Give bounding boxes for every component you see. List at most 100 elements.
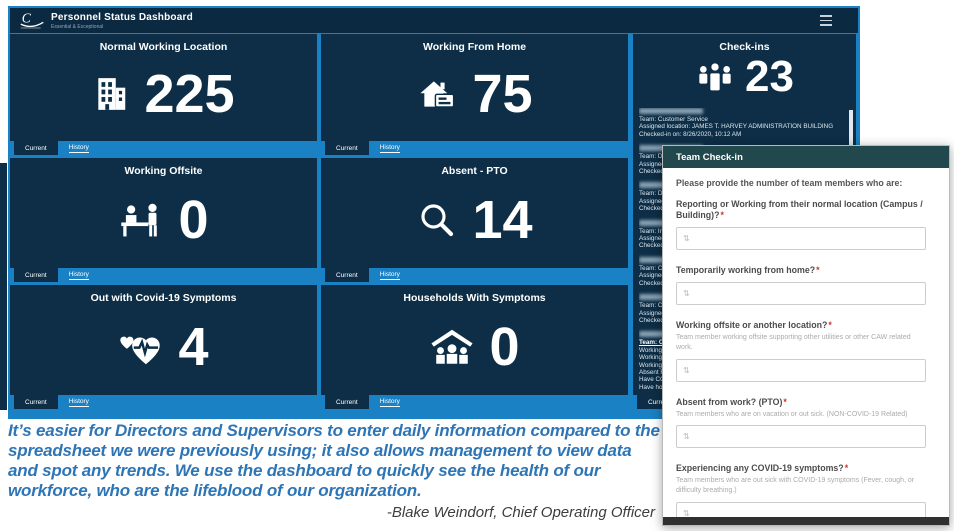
checkin-entry-lines: Team: Cu Assigned Checked- <box>639 302 666 324</box>
dashboard-header: C Personnel Status Dashboard Essential &… <box>10 8 858 33</box>
tile-households-with-symptoms: Households With Symptoms 0 <box>321 285 628 395</box>
tile-normal-working-location: Normal Working Location 225 <box>10 34 317 141</box>
question-label: Temporarily working from home?* <box>676 264 820 275</box>
redacted-name <box>639 108 703 114</box>
tile-working-from-home: Working From Home 75 <box>321 34 628 141</box>
tile-value: 0 <box>178 189 209 250</box>
checkin-entry-lines: Team: Co Assigned Checked- <box>639 264 666 287</box>
question-label: Absent from work? (PTO)* <box>676 396 787 407</box>
tile-value-row: 75 <box>416 53 533 141</box>
tab-history[interactable]: History <box>369 268 411 282</box>
tab-current[interactable]: Current <box>14 395 58 409</box>
team-checkin-panel: Team Check-in Please provide the number … <box>662 145 950 526</box>
tile-value-row: 0 <box>118 177 209 268</box>
tab-history[interactable]: History <box>369 141 411 155</box>
hamburger-menu-icon[interactable] <box>820 15 832 26</box>
quote-text: It’s easier for Directors and Supervisor… <box>8 421 660 501</box>
required-asterisk: * <box>816 264 820 275</box>
tile-out-with-covid-symptoms: Out with Covid-19 Symptoms 4 <box>10 285 317 395</box>
testimonial-quote: It’s easier for Directors and Supervisor… <box>8 421 663 521</box>
tab-history[interactable]: History <box>58 395 100 409</box>
quote-attribution: -Blake Weindorf, Chief Operating Officer <box>386 504 655 522</box>
question-helper: Team members who are out sick with COVID… <box>676 477 915 495</box>
checkin-assigned-location: Assigned location: JAMES T. HARVEY ADMIN… <box>639 123 834 131</box>
summary-heading: Team: Co <box>639 339 668 347</box>
tab-history-label: History <box>68 270 89 280</box>
tile-value-row: 23 <box>633 55 856 99</box>
tile-value: 225 <box>144 64 235 124</box>
tile-tabbar: Current History <box>10 141 317 155</box>
tile-tabbar: Current History <box>321 395 628 409</box>
question-helper: Team member working offsite supporting o… <box>676 333 911 351</box>
logo-letter: C <box>22 10 32 25</box>
required-asterisk: * <box>720 209 724 220</box>
question-label: Working offsite or another location?* <box>676 319 832 330</box>
header-text: Personnel Status Dashboard Essential & E… <box>51 12 193 30</box>
tile-value: 23 <box>745 52 794 101</box>
tile-value: 14 <box>472 189 533 250</box>
checkin-team: Team: Customer Service <box>639 116 708 123</box>
checkin-entry[interactable]: Team: Customer Service Assigned location… <box>639 108 844 138</box>
numeric-field-icon: ⇅ <box>683 508 690 517</box>
question-label: Reporting or Working from their normal l… <box>676 199 923 220</box>
form-intro: Please provide the number of team member… <box>676 178 903 188</box>
tile-value-row: 0 <box>429 304 520 395</box>
scrollbar-thumb[interactable] <box>849 110 853 156</box>
tile-value: 4 <box>178 316 209 377</box>
tab-current[interactable]: Current <box>14 268 58 282</box>
tile-title: Working Offsite <box>124 165 203 177</box>
absent-pto-input[interactable]: ⇅ <box>676 425 926 449</box>
tile-title: Out with Covid-19 Symptoms <box>90 292 237 304</box>
required-asterisk: * <box>783 396 787 407</box>
dashboard-subtitle: Essential & Exceptional <box>51 23 104 30</box>
covid-symptoms-input[interactable]: ⇅ <box>676 501 926 517</box>
question-working-offsite: Working offsite or another location?* Te… <box>676 320 935 382</box>
question-working-from-home: Temporarily working from home?* ⇅ <box>676 265 935 305</box>
numeric-field-icon: ⇅ <box>683 365 690 375</box>
tab-current[interactable]: Current <box>14 141 58 155</box>
numeric-field-icon: ⇅ <box>683 233 690 243</box>
question-covid-symptoms: Experiencing any COVID-19 symptoms?* Tea… <box>676 463 935 517</box>
question-normal-location: Reporting or Working from their normal l… <box>676 199 935 250</box>
required-asterisk: * <box>828 319 832 330</box>
org-logo-icon: C <box>19 10 46 31</box>
tile-tabbar: Current History <box>10 268 317 282</box>
panel-bottom-bar <box>663 517 949 525</box>
tile-title: Check-ins <box>719 41 770 53</box>
tile-tabbar: Current History <box>321 141 628 155</box>
tab-history[interactable]: History <box>369 395 411 409</box>
dashboard-title: Personnel Status Dashboard <box>51 11 193 23</box>
working-offsite-input[interactable]: ⇅ <box>676 358 926 382</box>
tab-current[interactable]: Current <box>325 395 369 409</box>
tab-history[interactable]: History <box>58 141 100 155</box>
working-from-home-input[interactable]: ⇅ <box>676 281 926 305</box>
house-family-icon <box>429 327 475 367</box>
normal-location-input[interactable]: ⇅ <box>676 226 926 250</box>
tile-tabbar: Current History <box>321 268 628 282</box>
tab-current[interactable]: Current <box>325 141 369 155</box>
tab-history-label: History <box>68 143 89 153</box>
question-label: Experiencing any COVID-19 symptoms?* <box>676 463 849 474</box>
tile-value: 0 <box>489 316 520 377</box>
checkin-entry-lines: Team: Inf Assigned Checked- <box>639 227 666 250</box>
tile-value: 75 <box>472 64 533 124</box>
question-helper: Team members who are on vacation or out … <box>676 410 908 418</box>
tile-title: Normal Working Location <box>99 41 228 53</box>
checkin-checked-in: Checked-in on: 8/26/2020, 10:12 AM <box>639 130 742 138</box>
home-card-icon <box>416 75 458 113</box>
magnifier-icon <box>416 199 458 241</box>
tile-working-offsite: Working Offsite 0 <box>10 158 317 268</box>
tile-title: Absent - PTO <box>441 165 508 177</box>
tile-value-row: 4 <box>118 304 209 395</box>
offscreen-tile-edge <box>0 163 7 410</box>
tab-history-label: History <box>379 270 400 280</box>
tile-absent-pto: Absent - PTO 14 <box>321 158 628 268</box>
required-asterisk: * <box>844 463 849 474</box>
tile-value-row: 14 <box>416 177 533 268</box>
tab-history[interactable]: History <box>58 268 100 282</box>
people-group-icon <box>695 60 735 94</box>
tab-current[interactable]: Current <box>325 268 369 282</box>
tile-title: Households With Symptoms <box>403 292 546 304</box>
numeric-field-icon: ⇅ <box>683 432 690 442</box>
